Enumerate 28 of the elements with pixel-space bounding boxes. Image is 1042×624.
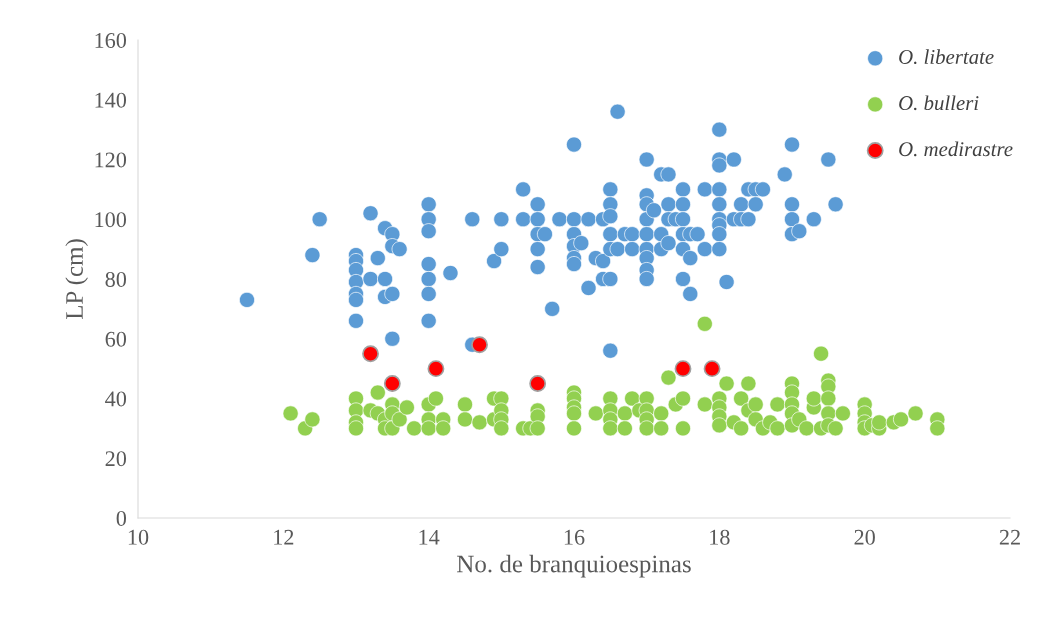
y-tick-label: 160 (95, 32, 127, 48)
y-tick-label: 100 (95, 212, 127, 228)
point (427, 360, 445, 378)
y-tick-label: 40 (105, 391, 127, 407)
x-tick-label: 18 (710, 529, 730, 545)
legend-label: O. bulleri (899, 95, 979, 111)
legend-label: O. medirastre (899, 141, 1013, 157)
x-axis-title: No. de branquioespinas (457, 554, 691, 578)
legend-label: O. libertate (899, 49, 994, 65)
x-tick-label: 14 (419, 529, 440, 545)
y-tick-label: 120 (95, 152, 127, 168)
x-tick-label: 12 (274, 529, 294, 545)
point (529, 375, 547, 393)
point (471, 336, 488, 354)
y-tick-label: 60 (105, 331, 127, 347)
x-tick-label: 10 (128, 529, 149, 545)
y-tick-label: 140 (95, 92, 127, 108)
x-tick-label: 22 (999, 529, 1020, 545)
y-axis-title: LP (cm) (65, 239, 88, 320)
y-tick-label: 0 (116, 510, 127, 526)
point (674, 360, 692, 378)
point (362, 345, 379, 363)
y-tick-label: 80 (105, 271, 127, 287)
y-tick-label: 20 (105, 451, 127, 467)
point (703, 360, 721, 378)
x-tick-label: 20 (854, 529, 875, 545)
x-tick-label: 16 (564, 529, 585, 545)
point (383, 375, 401, 393)
